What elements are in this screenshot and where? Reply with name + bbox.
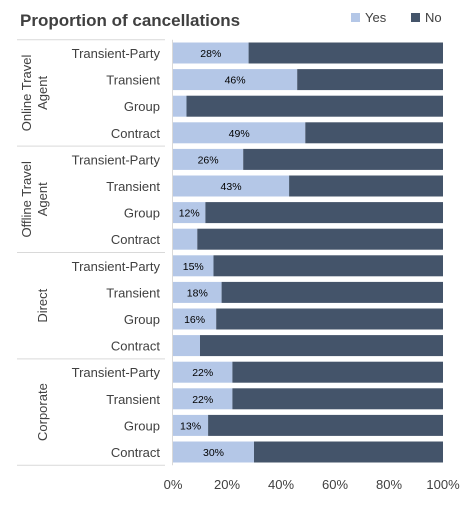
category-label: Transient xyxy=(106,392,160,407)
category-label: Transient xyxy=(106,73,160,88)
data-label: 46% xyxy=(225,75,246,87)
bar-yes xyxy=(173,441,254,463)
bar-yes xyxy=(173,69,298,91)
bar-no xyxy=(305,122,443,144)
bar-yes xyxy=(173,414,209,436)
chart-title: Proportion of cancellations xyxy=(20,11,240,30)
group-label: Offline TravelAgent xyxy=(19,161,50,237)
data-label: 12% xyxy=(179,208,200,220)
x-tick-label: 20% xyxy=(214,477,240,492)
bar-yes xyxy=(173,122,306,144)
bar-yes xyxy=(173,42,249,64)
category-labels: Online TravelAgent Transient-Party Transie… xyxy=(19,46,160,460)
bar-no xyxy=(200,335,443,357)
bar-yes xyxy=(173,255,214,277)
category-label: Contract xyxy=(111,232,161,247)
data-label: 15% xyxy=(183,261,204,273)
bar-no xyxy=(289,175,443,197)
bar-no xyxy=(216,308,443,330)
bar-yes xyxy=(173,361,233,383)
bar-no xyxy=(248,42,443,64)
data-label: 49% xyxy=(229,128,250,140)
bar-yes xyxy=(173,175,290,197)
bar-yes xyxy=(173,148,244,170)
legend-swatch-no xyxy=(411,13,420,22)
bar-no xyxy=(297,69,443,91)
data-label: 22% xyxy=(192,367,213,379)
bar-no xyxy=(243,148,443,170)
bars: 28% 46% 49% 26% 43% 12% 15% 18% 16% 22% 22% 13% 30% xyxy=(173,42,443,463)
category-label: Group xyxy=(124,418,160,433)
data-label: 43% xyxy=(221,181,242,193)
legend-label-no: No xyxy=(425,10,442,25)
category-label: Contract xyxy=(111,445,161,460)
x-tick-label: 60% xyxy=(322,477,348,492)
bar-no xyxy=(213,255,443,277)
bar-no xyxy=(254,441,443,463)
category-label: Transient xyxy=(106,179,160,194)
category-label: Contract xyxy=(111,126,161,141)
legend-label-yes: Yes xyxy=(365,10,387,25)
bar-yes xyxy=(173,308,217,330)
bar-no xyxy=(232,361,443,383)
legend-swatch-yes xyxy=(351,13,360,22)
data-label: 22% xyxy=(192,394,213,406)
bar-no xyxy=(197,228,443,250)
category-label: Group xyxy=(124,206,160,221)
bar-no xyxy=(208,414,443,436)
data-label: 16% xyxy=(184,314,205,326)
x-tick-label: 40% xyxy=(268,477,294,492)
category-label: Transient-Party xyxy=(72,46,161,61)
category-label: Transient-Party xyxy=(72,259,161,274)
bar-no xyxy=(221,281,443,303)
data-label: 30% xyxy=(203,447,224,459)
category-label: Group xyxy=(124,99,160,114)
x-tick-label: 100% xyxy=(426,477,460,492)
bar-yes xyxy=(173,335,200,357)
bar-yes xyxy=(173,281,222,303)
group-label: Online TravelAgent xyxy=(19,54,50,131)
bar-yes xyxy=(173,95,187,117)
category-label: Group xyxy=(124,312,160,327)
data-label: 18% xyxy=(187,287,208,299)
group-separators xyxy=(17,39,173,466)
data-label: 26% xyxy=(198,154,219,166)
category-label: Transient-Party xyxy=(72,152,161,167)
category-label: Contract xyxy=(111,339,161,354)
bar-yes xyxy=(173,388,233,410)
x-tick-label: 0% xyxy=(164,477,183,492)
x-axis-ticks: 0% 20% 40% 60% 80% 100% xyxy=(164,477,460,492)
bar-no xyxy=(186,95,443,117)
bar-yes xyxy=(173,228,198,250)
data-label: 13% xyxy=(180,420,201,432)
group-label: Corporate xyxy=(35,383,50,441)
x-tick-label: 80% xyxy=(376,477,402,492)
category-label: Transient xyxy=(106,285,160,300)
bar-no xyxy=(205,202,443,224)
category-label: Transient-Party xyxy=(72,365,161,380)
data-label: 28% xyxy=(200,48,221,60)
bar-yes xyxy=(173,202,206,224)
group-label: Direct xyxy=(35,288,50,322)
legend: Yes No xyxy=(351,10,442,25)
bar-no xyxy=(232,388,443,410)
